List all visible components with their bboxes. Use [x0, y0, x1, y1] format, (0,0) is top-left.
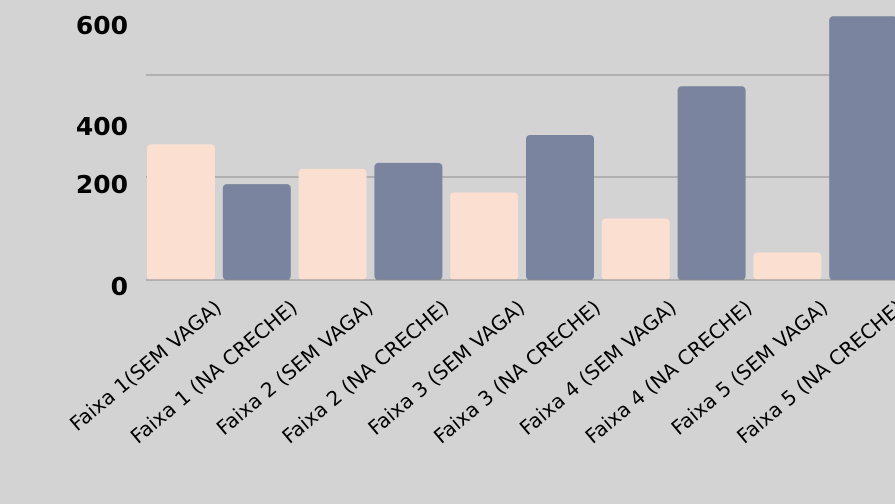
y-tick-label: 0 [111, 272, 128, 301]
bar-5 [450, 192, 519, 280]
bar-1 [147, 144, 215, 280]
bar-4 [374, 162, 443, 280]
y-tick-label: 200 [76, 170, 128, 199]
bar-10 [829, 16, 895, 280]
bar-6 [526, 135, 594, 280]
bar-9 [753, 252, 822, 280]
y-tick-label: 400 [76, 112, 128, 141]
bar-7 [601, 218, 670, 280]
bar-2 [222, 184, 291, 280]
bar-3 [298, 168, 367, 280]
bar-8 [677, 86, 746, 280]
y-tick-label: 600 [76, 11, 128, 40]
